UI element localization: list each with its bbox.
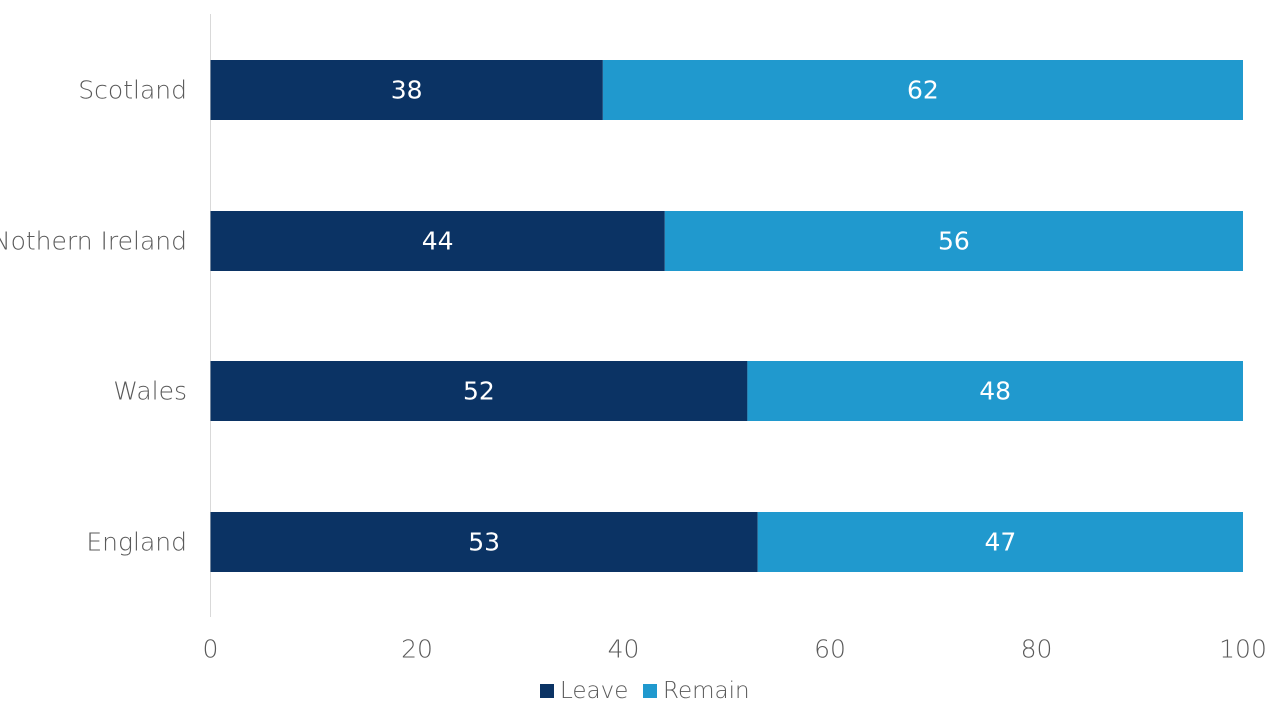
data-label-leave-wales: 52 <box>463 377 495 406</box>
x-tick-label-100: 100 <box>1219 635 1267 664</box>
bar-leave-scotland <box>210 60 603 120</box>
bar-remain-scotland <box>602 60 1243 120</box>
legend-label-remain: Remain <box>663 678 750 704</box>
category-label-nothern-ireland: Nothern Ireland <box>0 227 187 256</box>
x-tick-label-40: 40 <box>608 635 640 664</box>
bar-leave-wales <box>210 361 748 421</box>
category-labels: Scotland Nothern Ireland Wales England <box>0 76 187 557</box>
data-label-leave-scotland: 38 <box>391 76 423 105</box>
data-label-remain-scotland: 62 <box>907 76 939 105</box>
x-tick-label-20: 20 <box>401 635 433 664</box>
data-label-leave-nothern-ireland: 44 <box>422 227 454 256</box>
legend: Leave Remain <box>540 678 750 704</box>
x-tick-label-0: 0 <box>203 635 219 664</box>
data-label-leave-england: 53 <box>468 528 500 557</box>
category-label-england: England <box>86 528 187 557</box>
legend-swatch-leave <box>540 684 554 698</box>
bar-remain-england <box>757 512 1243 572</box>
x-tick-label-80: 80 <box>1021 635 1053 664</box>
x-tick-label-60: 60 <box>814 635 846 664</box>
data-label-remain-england: 47 <box>984 528 1016 557</box>
x-axis-tick-labels: 0 20 40 60 80 100 <box>203 635 1267 664</box>
bar-leave-england <box>210 512 758 572</box>
bars-layer: 38 62 44 56 52 48 53 47 <box>210 60 1243 572</box>
bar-leave-nothern-ireland <box>210 211 665 271</box>
category-label-scotland: Scotland <box>78 76 187 105</box>
data-label-remain-wales: 48 <box>979 377 1011 406</box>
legend-swatch-remain <box>643 684 657 698</box>
bar-remain-nothern-ireland <box>664 211 1243 271</box>
legend-label-leave: Leave <box>560 678 628 704</box>
category-label-wales: Wales <box>113 377 187 406</box>
bar-remain-wales <box>747 361 1243 421</box>
data-label-remain-nothern-ireland: 56 <box>938 227 970 256</box>
